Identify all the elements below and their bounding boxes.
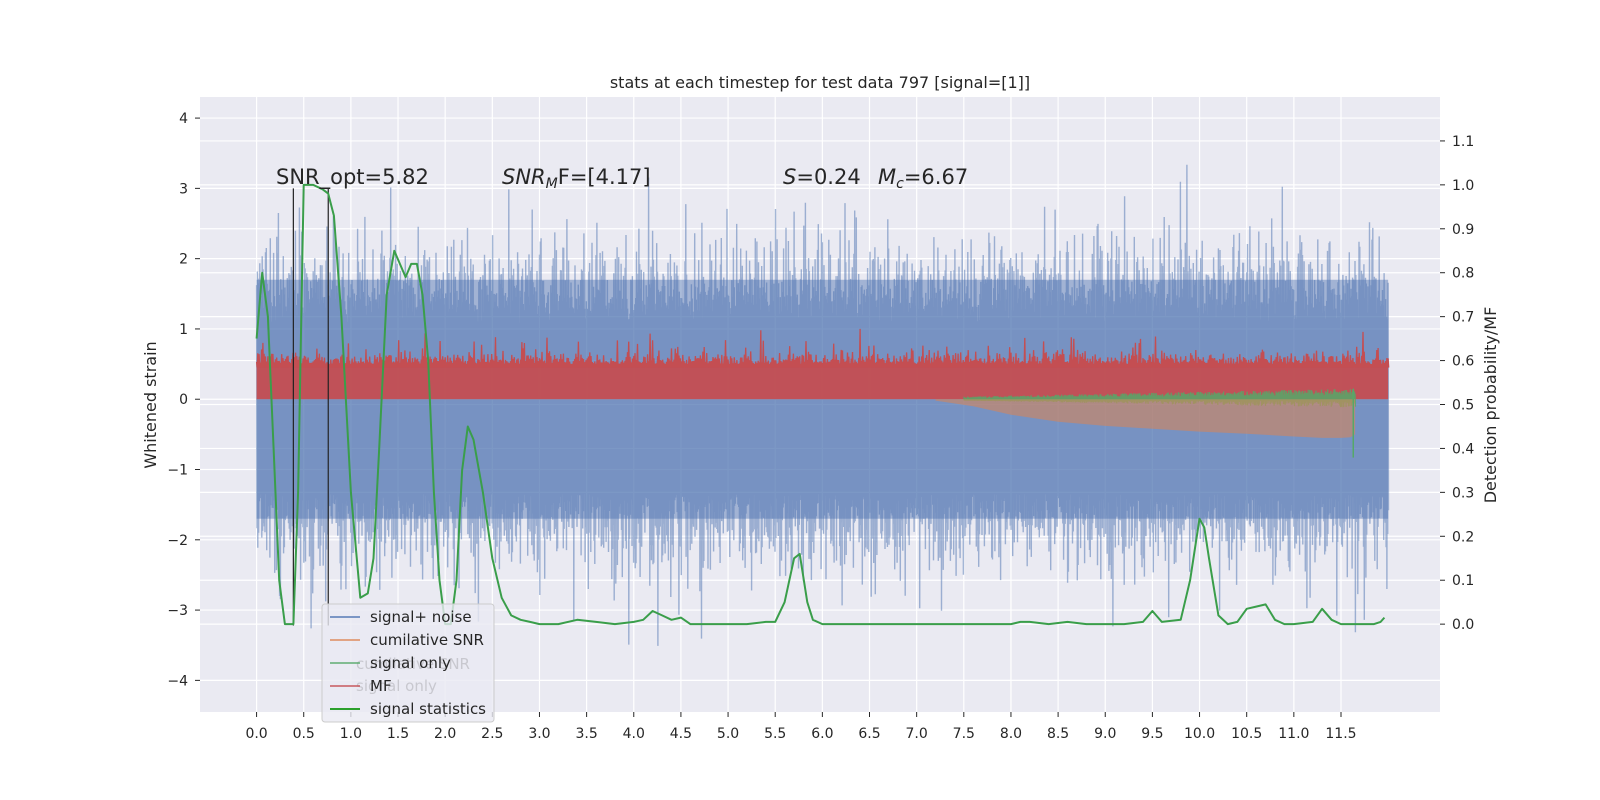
annotation-snr-mf-main: SNR: [502, 165, 546, 189]
cumulative-snr-series: [935, 388, 1356, 458]
y-tick-label: 0: [179, 392, 188, 408]
y-axis-right-title: Detection probability/MF: [1481, 307, 1500, 504]
annotation-snr-opt: SNR_opt=5.82: [276, 165, 429, 190]
legend-label: cumilative SNR: [370, 631, 484, 649]
legend-label: signal+ noise: [370, 608, 472, 626]
y2-tick-label: 0.1: [1452, 573, 1474, 589]
x-tick-label: 11.0: [1278, 726, 1309, 742]
y-axis-title: Whitened strain: [141, 341, 160, 468]
x-tick-label: 6.0: [811, 726, 833, 742]
annotation-snr-mf-sub: M: [546, 176, 558, 192]
annotation-s: S=0.24: [783, 165, 861, 189]
marker-lines: [292, 188, 329, 626]
x-tick-label: 3.5: [575, 726, 597, 742]
x-tick-label: 4.0: [623, 726, 645, 742]
x-tick-label: 0.5: [293, 726, 315, 742]
mf-spikes: [255, 328, 1390, 368]
annotation-mc-main: M: [878, 165, 896, 189]
chart-title: stats at each timestep for test data 797…: [610, 73, 1030, 92]
signal-statistics-line: [255, 183, 1386, 626]
x-tick-label: 1.5: [387, 726, 409, 742]
y-tick-label: 2: [179, 252, 188, 268]
y2-tick-label: 0.0: [1452, 617, 1474, 633]
legend-label: signal only: [370, 654, 451, 672]
legend-box: [321, 603, 495, 723]
x-tick-label: 11.5: [1325, 726, 1356, 742]
x-tick-label: 7.0: [906, 726, 928, 742]
x-tick-label: 9.5: [1141, 726, 1163, 742]
legend-label: signal statistics: [370, 700, 486, 718]
y2-tick-label: 0.6: [1452, 354, 1474, 370]
y2-tick-label: 0.7: [1452, 310, 1474, 326]
y-tick-label: 3: [179, 181, 188, 197]
annotation-mc-value: =6.67: [904, 165, 968, 189]
x-tick-label: 1.0: [340, 726, 362, 742]
mf-band: [256, 364, 1389, 400]
annotation-s-label: S: [783, 165, 796, 189]
legend-label: MF: [370, 677, 392, 695]
x-tick-label: 7.5: [953, 726, 975, 742]
x-tick-label: 8.0: [1000, 726, 1022, 742]
annotation-mc-sub: c: [896, 176, 904, 192]
y2-tick-label: 0.8: [1452, 266, 1474, 282]
annotation-snr-mf: SNRMF=[4.17]: [502, 165, 651, 192]
x-tick-label: 9.0: [1094, 726, 1116, 742]
x-tick-label: 5.5: [764, 726, 786, 742]
y2-tick-label: 0.2: [1452, 529, 1474, 545]
x-tick-label: 2.0: [434, 726, 456, 742]
y2-tick-label: 0.4: [1452, 441, 1474, 457]
y2-tick-label: 1.1: [1452, 134, 1474, 150]
annotation-mc: Mc=6.67: [878, 165, 968, 192]
y-tick-label: −2: [167, 533, 188, 549]
x-tick-label: 0.0: [245, 726, 267, 742]
x-tick-label: 10.5: [1231, 726, 1262, 742]
y-axis-left: 4 3 2 1 0 −1 −2 −3 −4: [167, 111, 200, 689]
y-tick-label: 1: [179, 322, 188, 338]
y-tick-label: 4: [179, 111, 188, 127]
y2-tick-label: 0.3: [1452, 485, 1474, 501]
legend[interactable]: cumilative SNR signal only signal+ noise…: [321, 603, 495, 723]
y2-tick-label: 1.0: [1452, 178, 1474, 194]
x-tick-label: 5.0: [717, 726, 739, 742]
annotation-s-value: =0.24: [796, 165, 860, 189]
y-tick-label: −1: [167, 463, 188, 479]
mf-series: [255, 328, 1390, 400]
legend-ghost-cumulative-snr: cumilative SNR: [356, 655, 470, 673]
x-tick-label: 3.0: [528, 726, 550, 742]
x-tick-label: 2.5: [481, 726, 503, 742]
x-tick-label: 6.5: [858, 726, 880, 742]
x-tick-label: 8.5: [1047, 726, 1069, 742]
legend-ghost-signal-only: signal only: [356, 677, 437, 695]
y-tick-label: −4: [167, 673, 188, 689]
cumulative-snr-area: [935, 399, 1356, 438]
y2-tick-label: 0.5: [1452, 398, 1474, 414]
x-tick-label: 4.5: [670, 726, 692, 742]
annotation-snr-mf-rest: F=[4.17]: [558, 165, 651, 189]
x-axis: 0.0 0.5 1.0 1.5 2.0 2.5 3.0 3.5 4.0 4.5 5.0 5.5 6.0 6…: [245, 712, 1357, 742]
y-tick-label: −3: [167, 603, 188, 619]
y2-tick-label: 0.9: [1452, 222, 1474, 238]
signal-statistics-series: [255, 183, 1386, 626]
y-axis-right: 1.1 1.0 0.9 0.8 0.7 0.6 0.5 0.4 0.3 0.2 0.1 0.0: [1440, 134, 1474, 633]
x-tick-label: 10.0: [1184, 726, 1215, 742]
